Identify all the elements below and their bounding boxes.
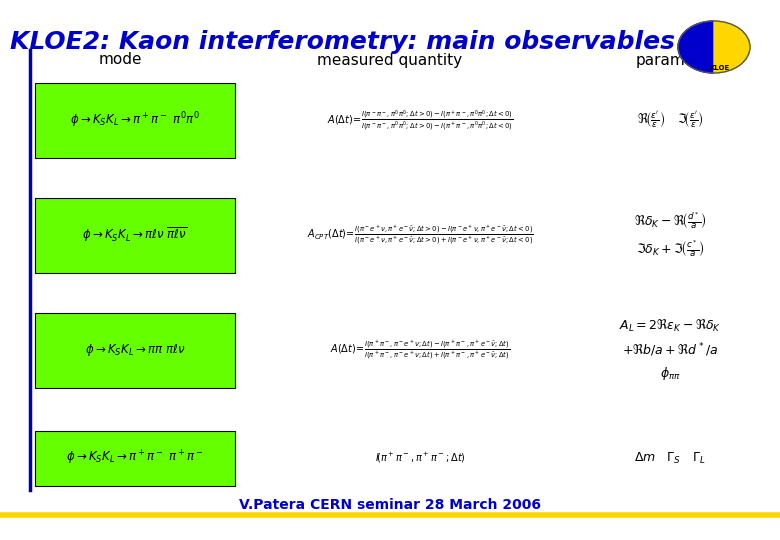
Text: measured quantity: measured quantity	[317, 52, 463, 68]
Text: $A(\Delta t)\!=\!\frac{I(\pi^-\pi^-,\pi^0\pi^0;\Delta t>0)-I(\pi^+\pi^-,\pi^0\pi: $A(\Delta t)\!=\!\frac{I(\pi^-\pi^-,\pi^…	[327, 108, 513, 132]
Text: $A_{CPT}(\Delta t)\!=\!\frac{I(\pi^- e^+\nu,\pi^+ e^-\bar{\nu};\Delta t>0)-I(\pi: $A_{CPT}(\Delta t)\!=\!\frac{I(\pi^- e^+…	[307, 224, 534, 246]
Text: $\phi \rightarrow K_S K_L \rightarrow \pi\pi\ \pi\ell\nu$: $\phi \rightarrow K_S K_L \rightarrow \p…	[85, 342, 186, 358]
Text: KLOE2: Kaon interferometry: main observables: KLOE2: Kaon interferometry: main observa…	[10, 30, 675, 54]
Polygon shape	[678, 21, 714, 73]
Polygon shape	[714, 21, 750, 73]
Text: mode: mode	[98, 52, 142, 68]
FancyBboxPatch shape	[35, 313, 235, 388]
Text: $\Re\delta_K - \Re\!\left(\frac{d^*}{a}\right)$
$\Im\delta_K + \Im\!\left(\frac{: $\Re\delta_K - \Re\!\left(\frac{d^*}{a}\…	[633, 211, 707, 260]
Text: $I\!\left(\pi^+\pi^-,\pi^+\pi^-;\Delta t\right)$: $I\!\left(\pi^+\pi^-,\pi^+\pi^-;\Delta t…	[374, 451, 466, 465]
Text: $A_L = 2\Re\varepsilon_K - \Re\delta_K$
$+\Re b/a + \Re d^*/a$
$\phi_{\pi\pi}$: $A_L = 2\Re\varepsilon_K - \Re\delta_K$ …	[619, 318, 722, 382]
Text: parameters: parameters	[636, 52, 725, 68]
Text: V.Patera CERN seminar 28 March 2006: V.Patera CERN seminar 28 March 2006	[239, 498, 541, 512]
FancyBboxPatch shape	[35, 83, 235, 158]
FancyBboxPatch shape	[35, 430, 235, 485]
Text: $\Delta m \quad \Gamma_S \quad \Gamma_L$: $\Delta m \quad \Gamma_S \quad \Gamma_L$	[634, 450, 706, 465]
FancyBboxPatch shape	[35, 198, 235, 273]
Text: $\phi \rightarrow K_S K_L \rightarrow \pi^+\pi^-\ \pi^0\pi^0$: $\phi \rightarrow K_S K_L \rightarrow \p…	[70, 110, 200, 130]
Text: $\phi \rightarrow K_S K_L \rightarrow \pi\ell\nu\ \overline{\pi\ell\nu}$: $\phi \rightarrow K_S K_L \rightarrow \p…	[83, 226, 188, 245]
Text: $\Re\!\left(\frac{\varepsilon'}{\varepsilon}\right) \quad \Im\!\left(\frac{\vare: $\Re\!\left(\frac{\varepsilon'}{\varepsi…	[636, 110, 704, 130]
Text: KLOE: KLOE	[709, 65, 729, 71]
Text: $A(\Delta t)\!=\!\frac{I(\pi^+\pi^-,\pi^- e^+\nu;\Delta t)-I(\pi^+\pi^-,\pi^+ e^: $A(\Delta t)\!=\!\frac{I(\pi^+\pi^-,\pi^…	[330, 339, 510, 361]
Text: $\phi \rightarrow K_S K_L \rightarrow \pi^+\pi^-\ \pi^+\pi^-$: $\phi \rightarrow K_S K_L \rightarrow \p…	[66, 449, 204, 467]
